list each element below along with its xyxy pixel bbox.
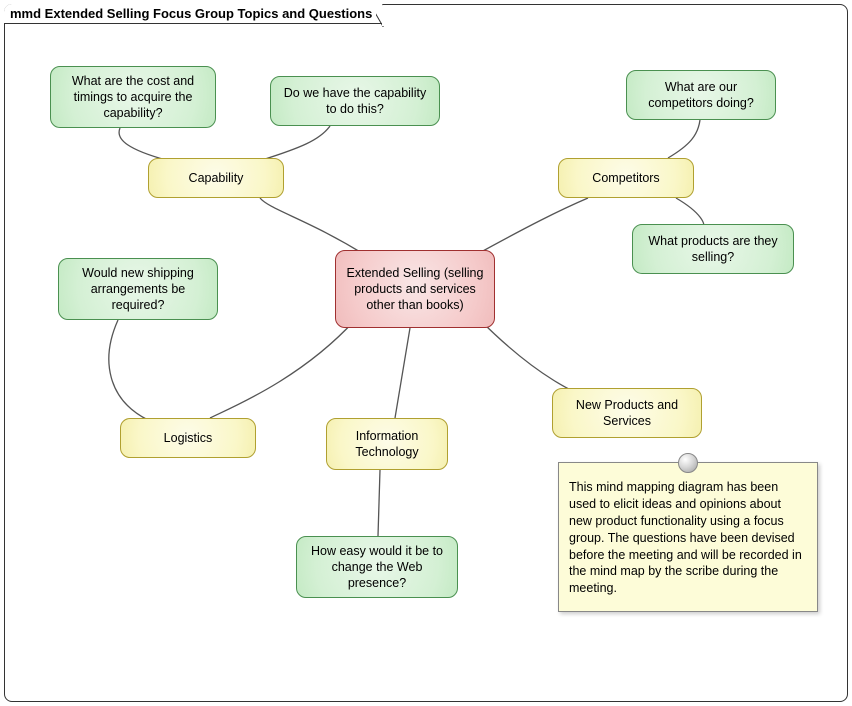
node-capability-label: Capability — [189, 170, 244, 186]
frame-title-text: mmd Extended Selling Focus Group Topics … — [10, 6, 372, 21]
node-center: Extended Selling (selling products and s… — [335, 250, 495, 328]
node-it-q1-label: How easy would it be to change the Web p… — [307, 543, 447, 592]
node-newprod-label: New Products and Services — [563, 397, 691, 430]
node-competitors-q2: What products are they selling? — [632, 224, 794, 274]
pin-icon — [678, 453, 698, 473]
node-competitors-q2-label: What products are they selling? — [643, 233, 783, 266]
node-competitors-q1: What are our competitors doing? — [626, 70, 776, 120]
node-logistics-q1-label: Would new shipping arrangements be requi… — [69, 265, 207, 314]
node-capability-q2: Do we have the capability to do this? — [270, 76, 440, 126]
mindmap-frame: mmd Extended Selling Focus Group Topics … — [0, 0, 852, 706]
node-information-technology: Information Technology — [326, 418, 448, 470]
node-logistics-q1: Would new shipping arrangements be requi… — [58, 258, 218, 320]
node-logistics-label: Logistics — [164, 430, 213, 446]
node-it-q1: How easy would it be to change the Web p… — [296, 536, 458, 598]
node-new-products: New Products and Services — [552, 388, 702, 438]
sticky-note-text: This mind mapping diagram has been used … — [569, 480, 802, 595]
node-logistics: Logistics — [120, 418, 256, 458]
node-capability-q1: What are the cost and timings to acquire… — [50, 66, 216, 128]
node-capability-q2-label: Do we have the capability to do this? — [281, 85, 429, 118]
node-capability-q1-label: What are the cost and timings to acquire… — [61, 73, 205, 122]
node-competitors-q1-label: What are our competitors doing? — [637, 79, 765, 112]
node-capability: Capability — [148, 158, 284, 198]
sticky-note: This mind mapping diagram has been used … — [558, 462, 818, 612]
node-center-label: Extended Selling (selling products and s… — [346, 265, 484, 314]
node-it-label: Information Technology — [337, 428, 437, 461]
node-competitors: Competitors — [558, 158, 694, 198]
frame-title: mmd Extended Selling Focus Group Topics … — [4, 4, 383, 24]
node-competitors-label: Competitors — [592, 170, 659, 186]
